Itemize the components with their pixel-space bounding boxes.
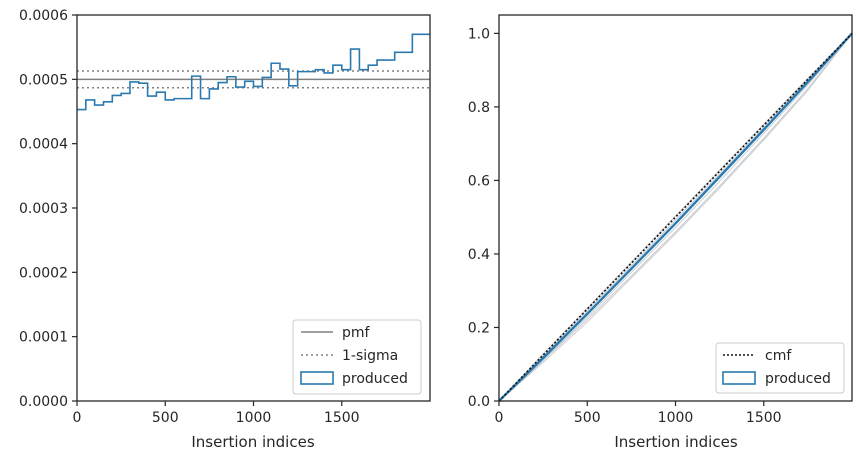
x-tick-label: 0 (495, 410, 504, 426)
left-x-axis-label: Insertion indices (191, 433, 314, 451)
produced-cdf-group (498, 32, 853, 402)
right-x-axis-label: Insertion indices (614, 433, 737, 451)
x-tick-label: 0 (73, 410, 82, 426)
faint-curve (498, 33, 853, 402)
cmf-panel: 0 500 1000 1500 0.0 0.2 0.4 0.6 0.8 1.0 Insertio… (468, 14, 853, 451)
faint-curve (498, 33, 853, 402)
y-tick-label: 0.0003 (19, 201, 68, 217)
x-tick-label: 1000 (236, 410, 272, 426)
right-legend: cmf produced (715, 342, 845, 394)
y-tick-label: 0.2 (468, 320, 490, 336)
legend-sigma-label: 1-sigma (342, 348, 398, 364)
y-tick-label: 0.8 (468, 100, 490, 116)
legend-produced-label-right: produced (765, 371, 831, 387)
cmf-line (498, 32, 853, 402)
x-tick-label: 1500 (324, 410, 360, 426)
x-tick-label: 500 (152, 410, 179, 426)
y-tick-label: 0.0 (468, 394, 490, 410)
y-tick-label: 0.4 (468, 247, 490, 263)
legend-produced-swatch-right (722, 371, 756, 385)
produced-histogram (77, 33, 430, 111)
sigma-lines (77, 70, 430, 89)
produced-cdf (498, 32, 853, 402)
x-tick-label: 1000 (658, 410, 694, 426)
cmf-line-group (498, 32, 853, 402)
pmf-panel: 0 500 1000 1500 0.00000.00010.00020.00030.0… (19, 8, 431, 451)
x-tick-label: 500 (574, 410, 601, 426)
legend-produced-swatch (300, 371, 334, 385)
y-tick-label: 0.0005 (19, 72, 68, 88)
left-legend: pmf 1-sigma produced (292, 319, 422, 395)
y-tick-label: 1.0 (468, 26, 490, 42)
y-tick-label: 0.0004 (19, 137, 68, 153)
legend-produced-label: produced (342, 371, 408, 387)
y-tick-label: 0.0000 (19, 394, 68, 410)
y-tick-label: 0.6 (468, 173, 490, 189)
legend-cmf-label: cmf (765, 348, 792, 364)
right-y-ticks: 0.0 0.2 0.4 0.6 0.8 1.0 (468, 26, 499, 410)
produced-histogram-group (77, 33, 430, 111)
faint-curve (498, 33, 853, 402)
y-tick-label: 0.0001 (19, 330, 68, 346)
legend-pmf-label: pmf (342, 325, 371, 341)
y-tick-label: 0.0002 (19, 265, 68, 281)
left-legend-box (292, 319, 422, 395)
right-x-ticks: 0 500 1000 1500 (495, 401, 782, 426)
left-x-ticks: 0 500 1000 1500 (73, 401, 360, 426)
x-tick-label: 1500 (746, 410, 782, 426)
y-tick-label: 0.0006 (19, 8, 68, 24)
left-y-ticks: 0.0000 0.0001 0.0002 0.0003 0.0004 0.0005 0.00… (19, 8, 77, 410)
